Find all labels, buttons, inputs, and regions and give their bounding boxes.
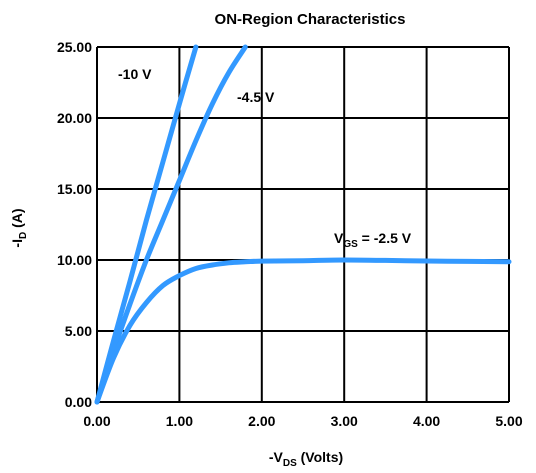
annotation-main: V [334, 230, 344, 246]
series-annotation: VGS = -2.5 V [334, 230, 412, 250]
series-line [94, 44, 248, 405]
annotation-sub: GS [343, 239, 358, 250]
x-axis-label-main: -V [269, 449, 284, 465]
y-tick-label: 25.00 [57, 39, 92, 55]
x-axis-label: -VDS (Volts) [269, 449, 343, 468]
x-axis-label-sub: DS [283, 458, 297, 468]
y-tick-label: 10.00 [57, 252, 92, 268]
series-line [94, 257, 512, 405]
x-axis-label-rest: (Volts) [297, 449, 343, 465]
annotations: -10 V -4.5 V VGS = -2.5 V [118, 66, 412, 250]
x-tick-label: 5.00 [495, 413, 522, 429]
series-line [94, 44, 199, 405]
y-tick-label: 0.00 [65, 394, 92, 410]
series-annotation: -4.5 V [237, 89, 275, 105]
x-tick-label: 2.00 [248, 413, 275, 429]
y-tick-label: 15.00 [57, 181, 92, 197]
annotation-rest: = -2.5 V [358, 230, 412, 246]
x-tick-label: 0.00 [83, 413, 110, 429]
x-tick-label: 1.00 [166, 413, 193, 429]
x-tick-label: 4.00 [413, 413, 440, 429]
chart-title: ON-Region Characteristics [215, 11, 406, 28]
y-axis-label-rest: (A) [9, 208, 25, 231]
y-axis-label-sub: D [18, 232, 29, 239]
tick-labels: 0.00 1.00 2.00 3.00 4.00 5.00 0.00 5.00 10.00 15.… [57, 39, 523, 429]
series-annotation: -10 V [118, 66, 152, 82]
y-axis-label: -ID (A) [9, 208, 29, 247]
y-tick-label: 20.00 [57, 110, 92, 126]
y-axis-label-main: -I [9, 239, 25, 248]
x-tick-label: 3.00 [331, 413, 358, 429]
y-tick-label: 5.00 [65, 323, 92, 339]
series-group [94, 44, 512, 405]
